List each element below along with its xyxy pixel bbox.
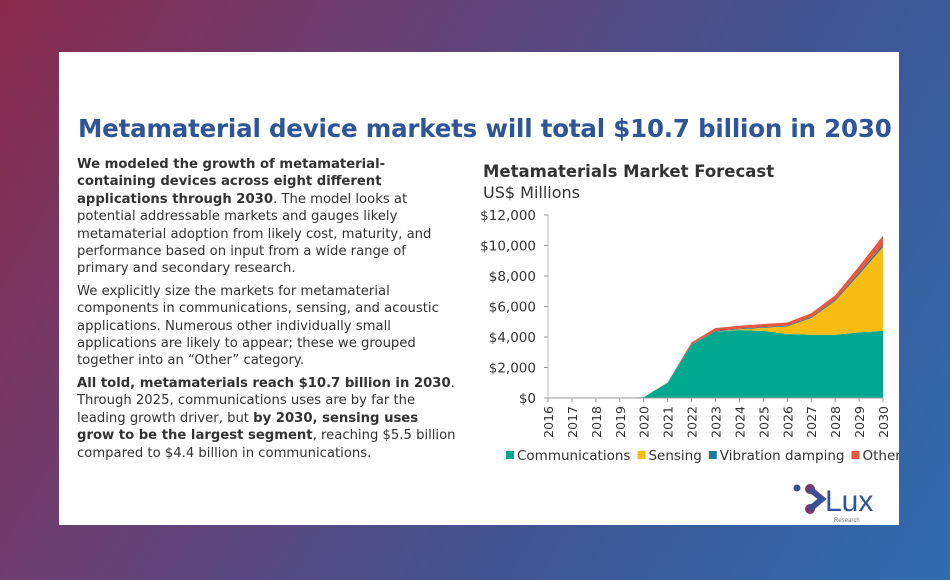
- paragraph-3-bold: All told, metamaterials reach $10.7 bill…: [77, 375, 451, 391]
- x-tick-label: 2019: [613, 406, 628, 438]
- legend-label: Vibration damping: [720, 448, 845, 464]
- x-tick-label: 2026: [780, 406, 795, 438]
- y-tick-label: $12,000: [480, 208, 536, 224]
- x-tick-label: 2024: [732, 406, 747, 438]
- area-communications: [548, 330, 883, 398]
- x-tick-label: 2018: [589, 406, 604, 438]
- paragraph-2: We explicitly size the markets for metam…: [77, 283, 439, 369]
- slide-title: Metamaterial device markets will total $…: [78, 114, 892, 143]
- x-tick-label: 2029: [852, 406, 867, 438]
- svg-text:Research: Research: [834, 518, 860, 524]
- y-tick-label: $8,000: [489, 269, 536, 285]
- paragraph-1-bold: We modeled the growth of metamaterial-co…: [77, 157, 386, 207]
- legend-label: Other: [862, 448, 899, 464]
- x-tick-label: 2023: [709, 406, 724, 438]
- x-tick-label: 2025: [756, 406, 771, 438]
- x-tick-label: 2028: [828, 406, 843, 438]
- legend-swatch: [506, 451, 514, 459]
- paragraph-3-rest: , reaching $5.5 billion compared to $4.4…: [77, 428, 456, 461]
- area-chart: $0 $2,000 $4,000 $6,000 $8,000 $10,000 $12,000…: [480, 208, 899, 464]
- legend-swatch: [637, 451, 646, 459]
- chart-title: Metamaterials Market Forecast: [483, 162, 775, 181]
- y-tick-label: $4,000: [489, 330, 536, 346]
- y-tick-label: $6,000: [489, 300, 536, 316]
- x-tick-label: 2017: [565, 406, 580, 438]
- legend-swatch: [708, 451, 717, 459]
- x-tick-label: 2016: [541, 406, 556, 438]
- y-tick-label: $2,000: [489, 361, 536, 377]
- slide-card: Metamaterial device markets will total $…: [59, 52, 899, 525]
- body-text: We modeled the growth of metamaterial-co…: [77, 156, 457, 467]
- paragraph-1-rest: . The model looks at potential addressab…: [77, 191, 432, 277]
- lux-research-logo: Lux Research: [793, 484, 873, 524]
- paragraph-1: We modeled the growth of metamaterial-co…: [77, 156, 457, 278]
- area-sensing: [548, 247, 883, 398]
- x-tick-label: 2030: [876, 406, 891, 438]
- legend-swatch: [851, 451, 860, 459]
- paragraph-3: All told, metamaterials reach $10.7 bill…: [77, 375, 457, 462]
- legend-label: Sensing: [648, 448, 701, 464]
- x-tick-label: 2021: [661, 406, 676, 438]
- x-tick-label: 2020: [637, 406, 652, 438]
- y-tick-label: $10,000: [480, 239, 536, 255]
- x-tick-label: 2027: [804, 406, 819, 438]
- x-tick-label: 2022: [685, 406, 700, 438]
- legend-label: Communications: [517, 448, 630, 464]
- y-tick-label: $0: [519, 391, 536, 407]
- chart-subtitle: US$ Millions: [483, 183, 580, 202]
- svg-text:Lux: Lux: [825, 485, 873, 518]
- paragraph-3-mid: . Through 2025, communications uses are …: [77, 375, 455, 426]
- paragraph-3-bold2: by 2030, sensing uses grow to be the lar…: [77, 410, 419, 444]
